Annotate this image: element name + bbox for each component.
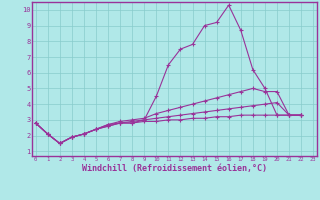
X-axis label: Windchill (Refroidissement éolien,°C): Windchill (Refroidissement éolien,°C) <box>82 164 267 173</box>
